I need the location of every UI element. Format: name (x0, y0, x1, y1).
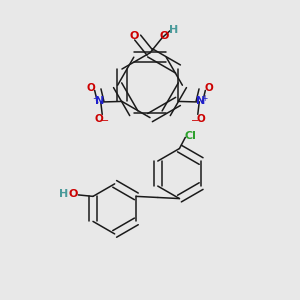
Text: O: O (95, 114, 104, 124)
Text: −: − (191, 116, 199, 126)
Text: N: N (95, 96, 104, 106)
Text: O: O (159, 31, 169, 41)
Text: −: − (101, 116, 109, 126)
Text: H: H (59, 189, 69, 199)
Text: O: O (68, 189, 77, 199)
Text: O: O (196, 114, 205, 124)
Text: O: O (87, 83, 96, 94)
Text: H: H (169, 25, 178, 35)
Text: +: + (92, 94, 99, 103)
Text: N: N (196, 96, 205, 106)
Text: O: O (204, 83, 213, 94)
Text: Cl: Cl (185, 131, 197, 141)
Text: O: O (129, 31, 139, 41)
Text: +: + (201, 94, 208, 103)
